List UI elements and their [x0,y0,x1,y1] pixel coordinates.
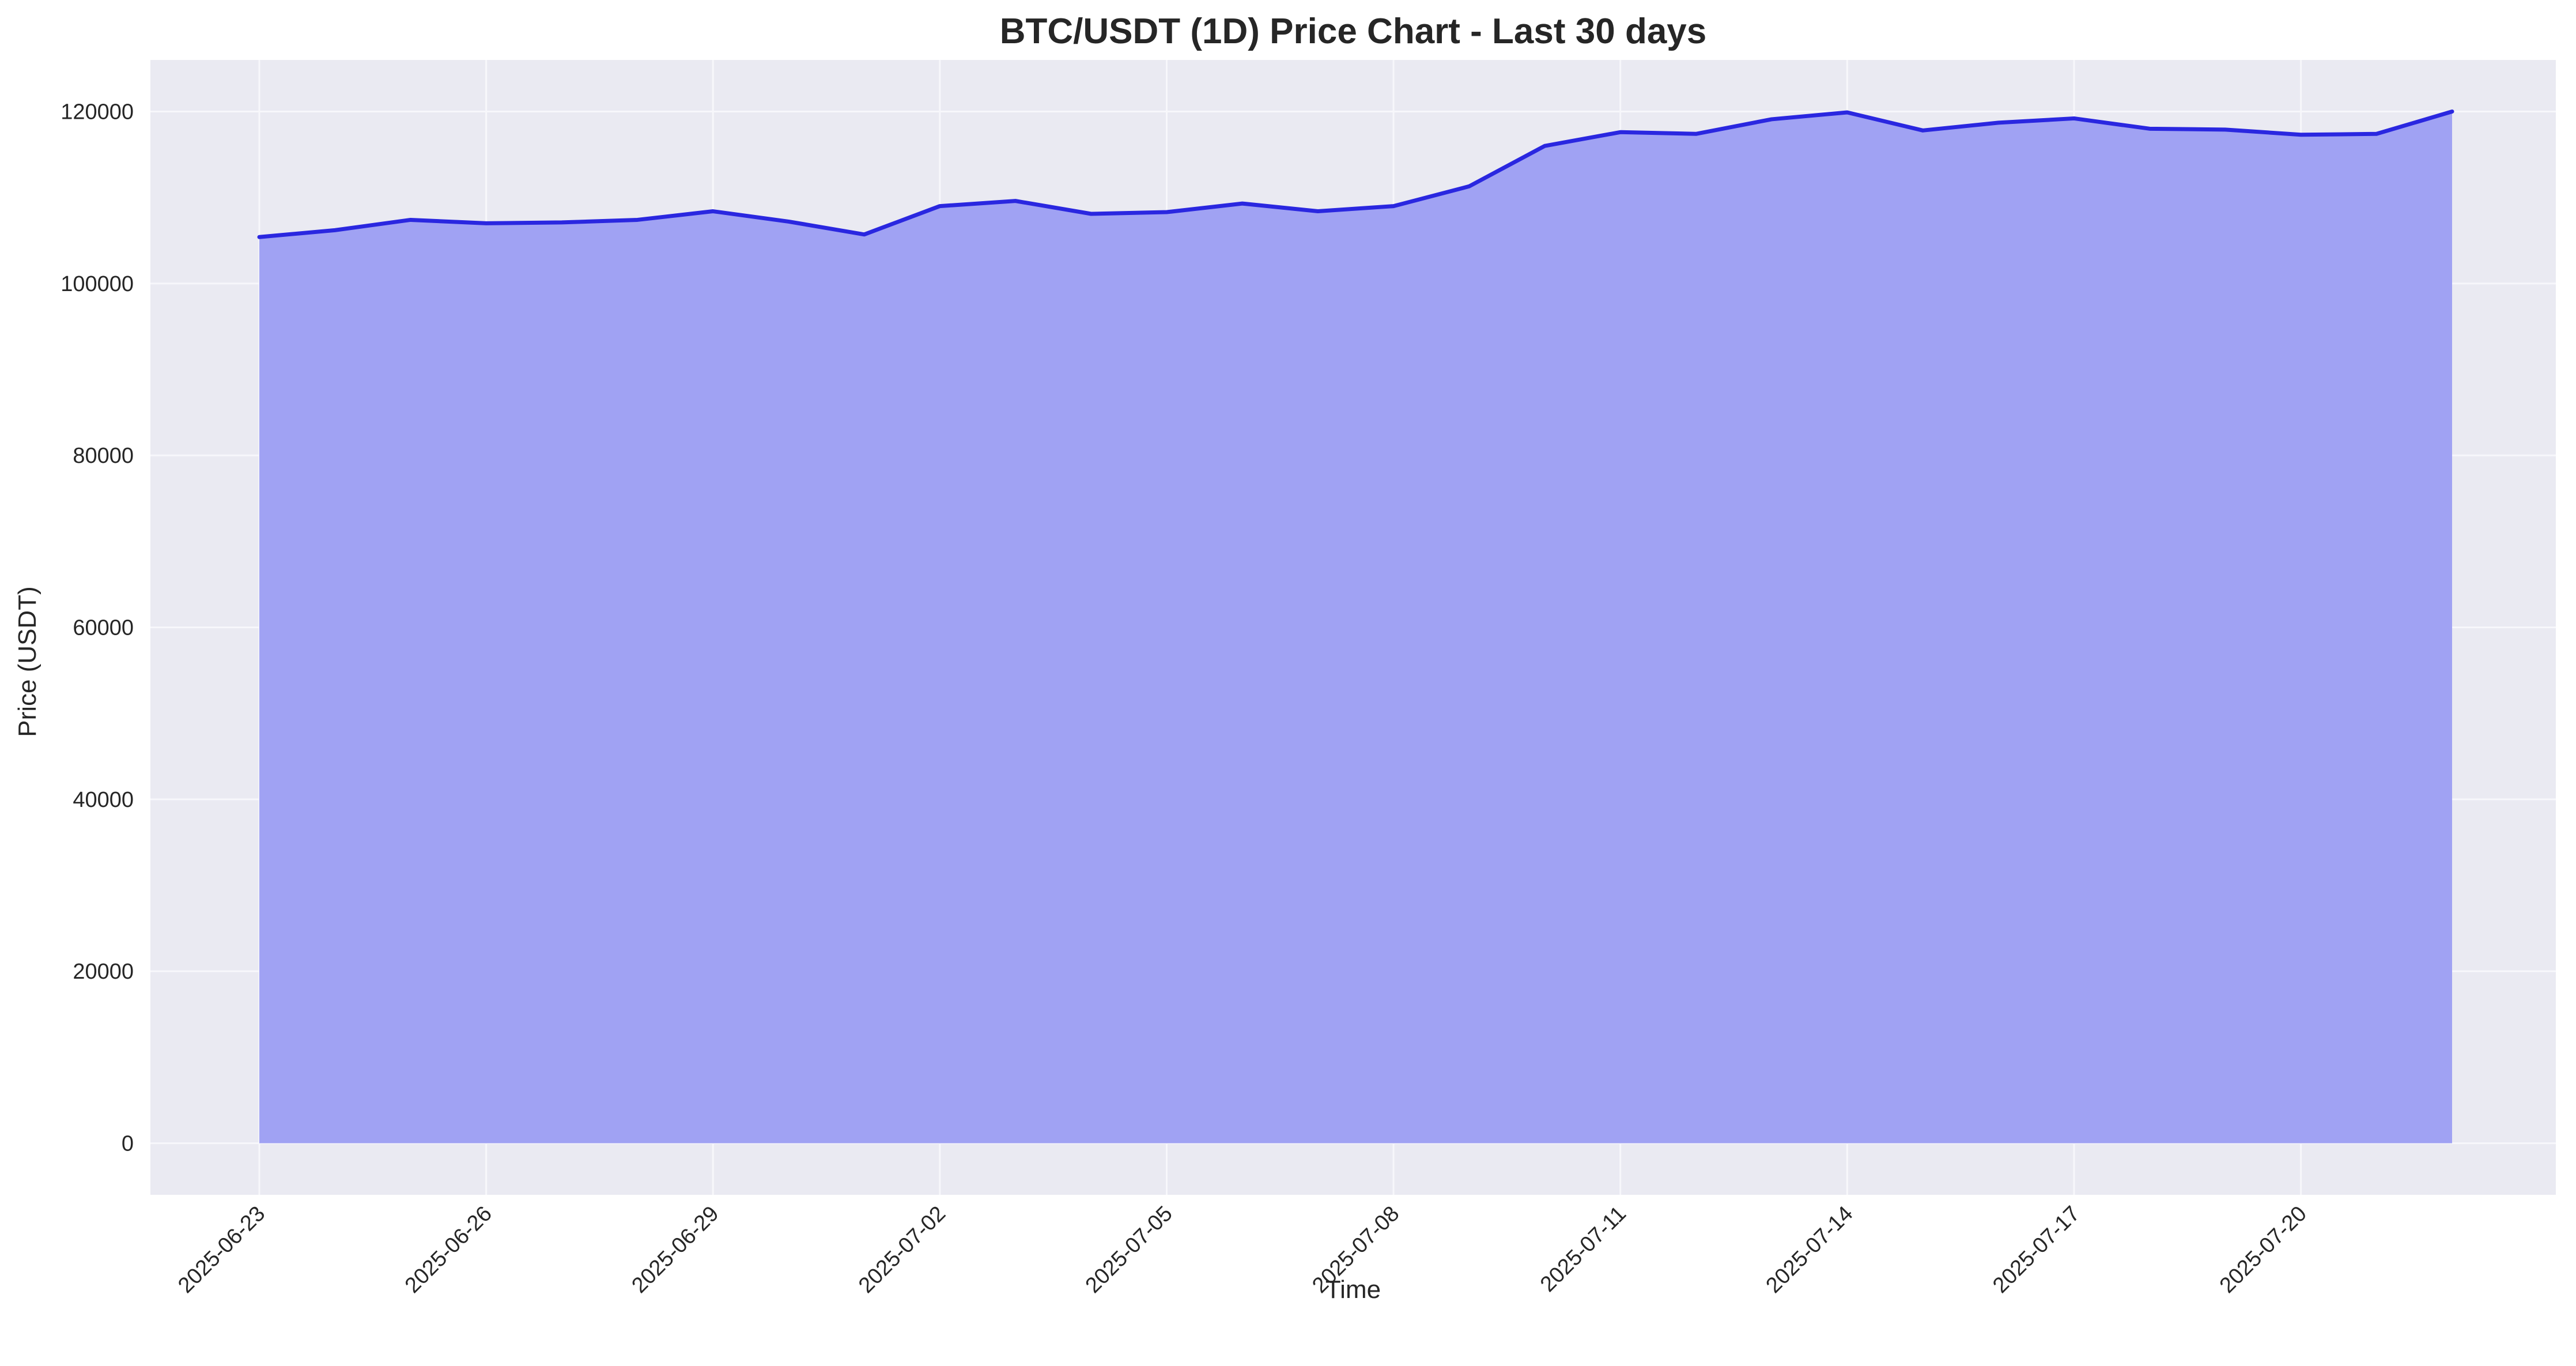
price-point [938,204,942,209]
y-tick-label: 0 [122,1132,134,1156]
price-point [2223,127,2227,132]
price-point [2374,131,2379,136]
price-point [1845,110,1849,115]
price-point [2450,110,2454,114]
y-tick-label: 40000 [73,788,134,812]
price-point [257,235,262,239]
price-point [1769,117,1774,122]
price-point [333,228,337,232]
price-point [1316,209,1320,214]
price-line [257,110,2454,239]
series-layer [257,110,2454,1144]
y-tick-label: 120000 [61,100,134,124]
price-point [1164,210,1169,214]
price-point [635,217,640,222]
price-point [711,209,715,214]
price-point [1089,212,1093,216]
price-point [2299,133,2303,137]
price-point [1618,130,1623,134]
price-point [1467,184,1471,188]
y-tick-label: 20000 [73,960,134,984]
price-point [560,220,564,225]
price-point [1694,131,1698,136]
price-point [1921,128,1925,133]
y-tick-label: 80000 [73,444,134,468]
y-axis-label: Price (USDT) [13,586,41,737]
price-point [2072,116,2076,120]
y-tick-label: 100000 [61,272,134,296]
price-point [1996,120,2001,125]
y-axis-ticks: 0 20000 40000 60000 80000 100000 120000 [61,100,134,1156]
price-point [786,219,791,224]
price-point [2147,126,2152,131]
price-area-fill [259,111,2452,1144]
price-point [1240,201,1245,206]
price-point [1391,204,1396,209]
price-point [484,221,489,225]
y-tick-label: 60000 [73,616,134,640]
x-axis-label: Time [1325,1276,1381,1304]
price-point [862,232,867,237]
price-point [1013,199,1018,203]
price-point [408,217,413,222]
price-point [1543,144,1547,148]
chart-title: BTC/USDT (1D) Price Chart - Last 30 days [1000,12,1707,51]
